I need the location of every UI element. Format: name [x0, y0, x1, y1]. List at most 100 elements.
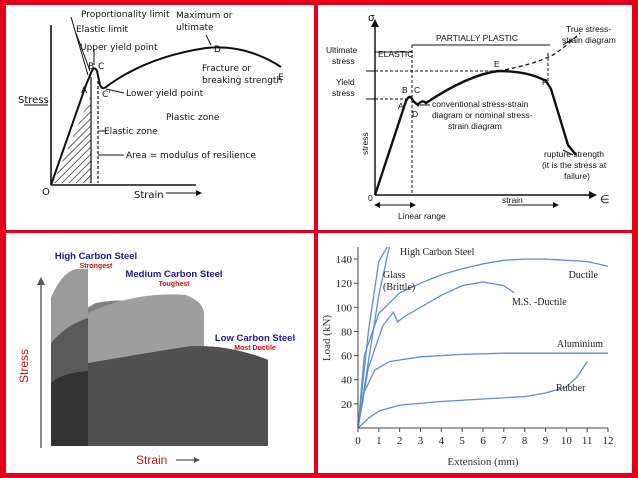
- p1-xlabel: Strain: [134, 190, 164, 201]
- x-tick-label: 8: [522, 435, 528, 447]
- series-label-glass-brittle: (Brittle): [383, 282, 415, 293]
- x-tick-label: 9: [543, 435, 549, 447]
- panel-load-extension: 0 1 2 3 4 5 6 7 8 9 10 11 12 20 40 60 80 100 120 140 High C…: [318, 233, 632, 473]
- p2-ultimate-stress-2: stress: [332, 56, 355, 66]
- p2-epsilon: ∈: [600, 194, 610, 206]
- p2-point-o: 0: [368, 193, 373, 203]
- carbon-steel-chart: High Carbon Steel Strongest Medium Carbo…: [17, 251, 295, 467]
- p2-conv-1: conventional stress-strain: [432, 99, 529, 109]
- x-tick-label: 3: [418, 435, 424, 447]
- p2-conv-2: diagram or nominal stress-: [432, 110, 533, 120]
- p2-yield-stress-1: Yield: [336, 77, 355, 87]
- series-high-carbon-note: Strongest: [80, 263, 113, 270]
- series-line-rubber: [357, 361, 588, 429]
- y-tick-label: 20: [341, 399, 353, 411]
- p3-ylabel: Stress: [17, 349, 31, 383]
- p2-x-arrowhead: [589, 191, 597, 199]
- x-tick-label: 10: [561, 435, 573, 447]
- point-c: C: [98, 62, 104, 72]
- point-o: O: [42, 187, 50, 198]
- x-tick-label: 0: [355, 435, 361, 447]
- p2-true-curve: [497, 32, 581, 72]
- p2-point-d: D: [412, 109, 418, 119]
- series-medium-carbon-note: Toughest: [159, 281, 191, 288]
- p2-true-2: strain diagram: [562, 35, 616, 45]
- point-d: D: [214, 45, 221, 55]
- p2-yield-stress-2: stress: [332, 88, 355, 98]
- y-tick-label: 120: [336, 278, 353, 290]
- label-proportionality-limit: Proportionality limit: [81, 10, 170, 20]
- series-low-carbon-note: Most Ductile: [234, 345, 276, 352]
- p2-point-c: C: [414, 85, 420, 95]
- true-stress-chart: σ ∈ ELASTIC PARTIALLY PLASTIC Ultimate s…: [326, 12, 616, 221]
- resilience-area: [53, 95, 91, 183]
- p2-true-1: True stress-: [566, 24, 611, 34]
- y-tick-label: 80: [341, 326, 353, 338]
- p2-point-b: B: [402, 85, 408, 95]
- point-a: A: [81, 86, 88, 96]
- label-breaking-strength: breaking strength: [202, 76, 282, 86]
- x-tick-label: 2: [397, 435, 403, 447]
- y-tick-label: 40: [341, 375, 353, 387]
- x-tick-label: 5: [459, 435, 465, 447]
- point-b: B: [88, 62, 94, 72]
- p2-y-arrowhead: [371, 19, 379, 27]
- label-maximum: Maximum or: [176, 11, 233, 21]
- p3-xlabel: Strain: [136, 453, 167, 467]
- point-e: E: [278, 73, 284, 83]
- p2-stress: stress: [360, 132, 370, 155]
- x-tick-label: 11: [582, 435, 593, 447]
- y-tick-label: 100: [336, 302, 353, 314]
- series-medium-carbon: Medium Carbon Steel: [125, 269, 222, 280]
- p2-rupture-2: (it is the stress at: [542, 160, 607, 170]
- series-line-m-s-ductile: [357, 281, 515, 429]
- panel-stress-strain-sketch: Proportionality limit Elastic limit Uppe…: [6, 5, 314, 230]
- series-low-carbon: Low Carbon Steel: [215, 333, 295, 344]
- p1-ylabel: Stress: [18, 95, 49, 106]
- series-label-glass-brittle: Glass: [383, 270, 405, 281]
- series-label-high-carbon-steel: High Carbon Steel: [400, 247, 475, 258]
- label-fracture: Fracture or: [202, 64, 251, 74]
- x-tick-label: 4: [439, 435, 445, 447]
- p2-conv-3: strain diagram: [448, 121, 502, 131]
- series-line-high-carbon-steel: [357, 246, 388, 429]
- label-lower-yield: Lower yield point: [126, 89, 204, 99]
- p2-rupture-3: failure): [564, 171, 590, 181]
- p2-elastic-label: ELASTIC: [378, 49, 413, 59]
- x-tick-label: 7: [501, 435, 507, 447]
- panel-conventional-true-diagram: σ ∈ ELASTIC PARTIALLY PLASTIC Ultimate s…: [318, 5, 632, 230]
- p2-linear-range: Linear range: [398, 211, 446, 221]
- y-tick-label: 140: [336, 254, 353, 266]
- sketch-chart: Proportionality limit Elastic limit Uppe…: [18, 10, 284, 201]
- label-elastic-limit: Elastic limit: [76, 25, 128, 35]
- p2-point-e: E: [494, 59, 500, 69]
- label-upper-yield: Upper yield point: [80, 43, 158, 53]
- y-tick-label: 60: [341, 351, 353, 363]
- label-ultimate: ultimate: [176, 23, 214, 33]
- p2-strain: strain: [502, 195, 523, 205]
- x-tick-label: 12: [603, 435, 614, 447]
- label-area-resilience: Area = modulus of resilience: [126, 151, 256, 161]
- p2-sigma: σ: [368, 12, 375, 24]
- p2-partially-plastic: PARTIALLY PLASTIC: [436, 33, 518, 43]
- label-plastic-zone: Plastic zone: [166, 113, 220, 123]
- x-tick-label: 1: [376, 435, 382, 447]
- series-high-carbon: High Carbon Steel: [55, 251, 137, 262]
- panel-carbon-steel-comparison: High Carbon Steel Strongest Medium Carbo…: [6, 233, 314, 473]
- series-line-aluminium: [357, 352, 608, 429]
- p2-point-a: A: [398, 101, 404, 111]
- p2-curve: [373, 69, 577, 196]
- series-label-rubber: Rubber: [556, 383, 586, 394]
- series-label-ductile: Ductile: [569, 270, 599, 281]
- p1-curve: [50, 46, 282, 186]
- p4-xlabel: Extension (mm): [447, 456, 519, 468]
- series-label-m-s-ductile: M.S. -Ductile: [512, 297, 567, 308]
- p2-ultimate-stress-1: Ultimate: [326, 45, 357, 55]
- series-line-ductile: [357, 258, 609, 429]
- x-tick-label: 6: [480, 435, 486, 447]
- p2-point-f: F: [542, 77, 547, 87]
- point-c-prime: C': [102, 90, 111, 100]
- p2-rupture-1: rupture strength: [544, 149, 604, 159]
- label-elastic-zone: Elastic zone: [104, 127, 158, 137]
- p4-ylabel: Load (kN): [321, 315, 333, 361]
